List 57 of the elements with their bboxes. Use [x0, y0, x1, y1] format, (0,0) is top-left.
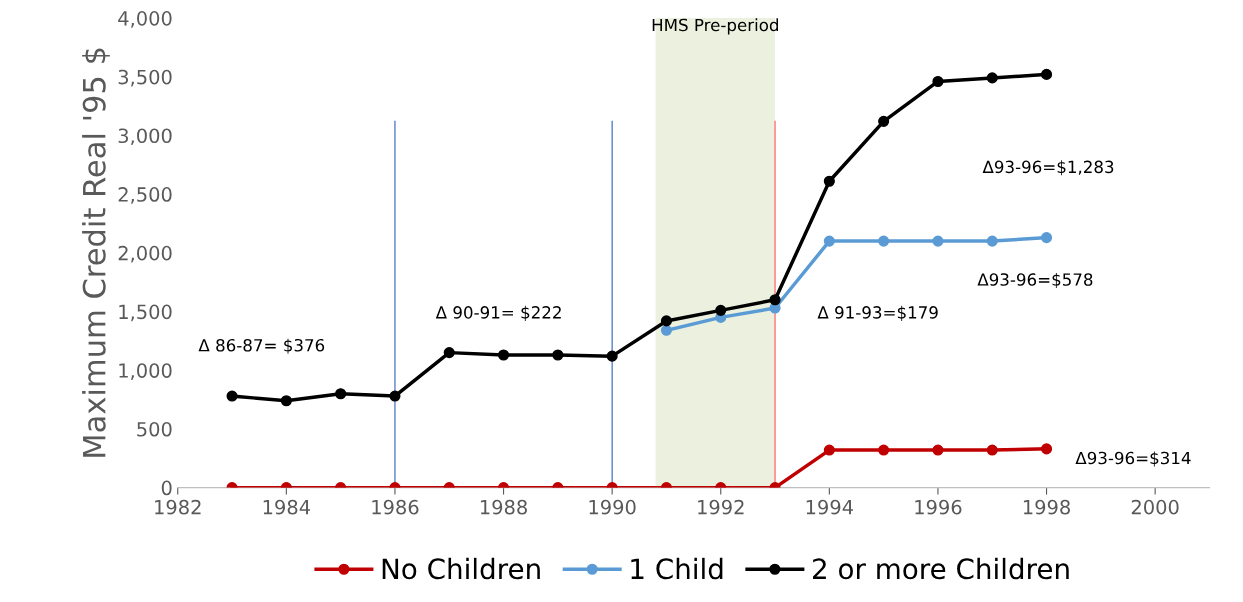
point: [497, 349, 510, 361]
annotation: Δ93-96=$578: [977, 272, 1093, 289]
x-tick-label: 1988: [480, 499, 527, 515]
point: [1040, 68, 1053, 80]
point: [769, 294, 781, 306]
point: [823, 175, 835, 187]
x-tick-label: 1998: [1023, 499, 1070, 515]
annotation: Δ93-96=$1,283: [982, 160, 1114, 176]
y-tick-label: 0: [161, 480, 172, 496]
x-tick-label: 1992: [698, 499, 744, 515]
point: [823, 444, 835, 456]
point: [1040, 443, 1053, 455]
x-tick-label: 1990: [589, 499, 636, 515]
band-label: HMS Pre-period: [652, 18, 778, 35]
point: [660, 324, 673, 336]
legend-label: 1 Child: [631, 557, 723, 580]
point: [878, 235, 890, 247]
point: [878, 115, 890, 127]
y-tick-label: 500: [137, 421, 172, 437]
point: [280, 395, 292, 407]
annotation: Δ 86-87= $376: [198, 338, 325, 354]
y-tick-label: 3,000: [118, 128, 172, 146]
annotation: Δ 91-93=$179: [817, 305, 938, 321]
y-tick-label: 2,000: [118, 245, 172, 263]
x-tick-label: 1996: [915, 499, 962, 515]
x-tick-label: 2000: [1131, 499, 1179, 515]
point: [1040, 232, 1053, 244]
x-tick-label: 1984: [263, 499, 310, 515]
point: [606, 350, 618, 362]
x-tick-label: 1986: [372, 499, 419, 515]
point: [932, 235, 944, 247]
point: [986, 444, 998, 456]
y-tick-label: 4,000: [118, 11, 172, 28]
point: [878, 444, 890, 456]
point: [715, 304, 727, 316]
y-tick-label: 3,500: [118, 69, 172, 87]
legend-label: 2 or more Children: [813, 557, 1069, 580]
annotation: Δ 90-91= $222: [435, 305, 561, 321]
y-tick-label: 1,500: [119, 304, 172, 322]
x-tick-label: 1994: [806, 499, 853, 515]
point: [932, 444, 944, 456]
legend-label: No Children: [382, 557, 540, 580]
x-tick-label: 1982: [155, 499, 201, 515]
point: [986, 72, 998, 84]
point: [443, 347, 455, 359]
point: [986, 235, 998, 247]
point: [389, 390, 401, 402]
point: [552, 349, 564, 361]
y-axis-title: Maximum Credit Real '95 $: [82, 48, 110, 457]
point: [335, 388, 347, 400]
y-tick-label: 2,500: [118, 187, 172, 204]
y-tick-label: 1,000: [119, 363, 172, 380]
point: [226, 390, 238, 402]
point: [660, 315, 673, 327]
point: [932, 75, 944, 88]
point: [823, 235, 835, 247]
annotation: Δ93-96=$314: [1075, 451, 1191, 467]
